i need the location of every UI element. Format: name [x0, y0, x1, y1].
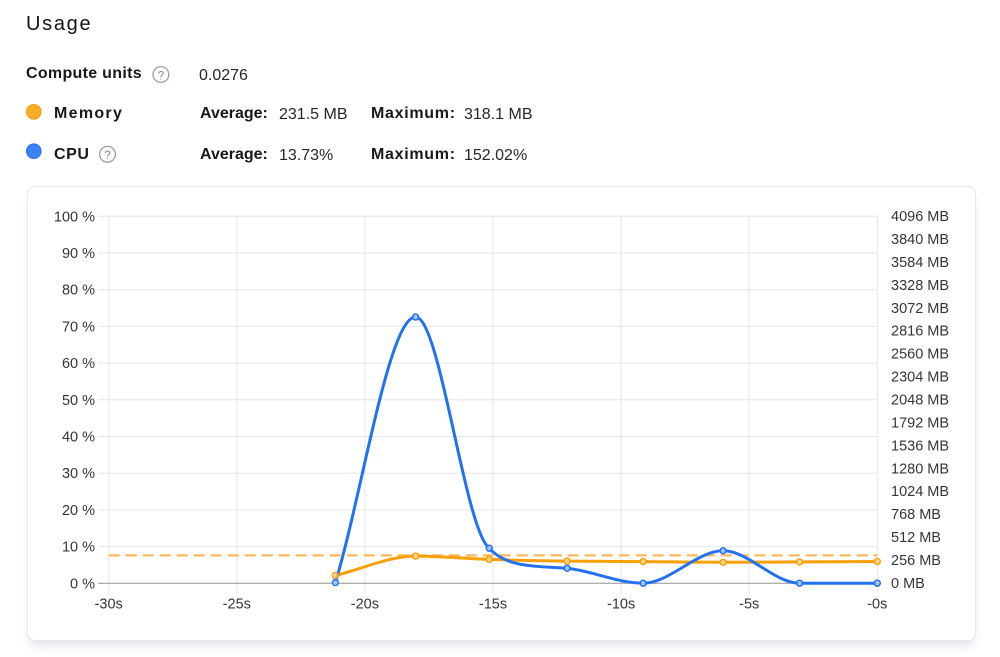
svg-text:2048 MB: 2048 MB: [891, 393, 949, 409]
svg-text:70 %: 70 %: [62, 319, 95, 335]
svg-text:-25s: -25s: [223, 597, 251, 613]
svg-text:-30s: -30s: [95, 597, 123, 613]
svg-text:3584 MB: 3584 MB: [891, 255, 949, 271]
svg-text:4096 MB: 4096 MB: [891, 209, 949, 225]
svg-text:?: ?: [158, 70, 164, 82]
svg-text:90 %: 90 %: [62, 246, 95, 262]
svg-text:1536 MB: 1536 MB: [891, 438, 949, 454]
svg-text:1280 MB: 1280 MB: [891, 461, 949, 477]
svg-text:-15s: -15s: [479, 597, 507, 613]
svg-text:256 MB: 256 MB: [891, 553, 941, 569]
svg-text:10 %: 10 %: [62, 540, 95, 556]
svg-text:-5s: -5s: [739, 597, 759, 613]
svg-text:50 %: 50 %: [62, 393, 95, 409]
svg-text:30 %: 30 %: [62, 466, 95, 482]
svg-text:?: ?: [104, 150, 110, 162]
svg-text:80 %: 80 %: [62, 283, 95, 299]
svg-text:100 %: 100 %: [54, 209, 95, 225]
svg-text:3072 MB: 3072 MB: [891, 301, 949, 317]
svg-text:0 %: 0 %: [70, 576, 95, 592]
svg-text:2560 MB: 2560 MB: [891, 347, 949, 363]
svg-text:512 MB: 512 MB: [891, 530, 941, 546]
svg-text:3328 MB: 3328 MB: [891, 278, 949, 294]
svg-text:20 %: 20 %: [62, 503, 95, 519]
svg-text:-10s: -10s: [607, 597, 635, 613]
svg-text:2304 MB: 2304 MB: [891, 370, 949, 386]
svg-text:1792 MB: 1792 MB: [891, 415, 949, 431]
svg-text:768 MB: 768 MB: [891, 507, 941, 523]
svg-text:3840 MB: 3840 MB: [891, 232, 949, 248]
svg-text:-0s: -0s: [867, 597, 887, 613]
svg-text:0 MB: 0 MB: [891, 576, 925, 592]
svg-text:2816 MB: 2816 MB: [891, 324, 949, 340]
svg-text:1024 MB: 1024 MB: [891, 484, 949, 500]
svg-text:60 %: 60 %: [62, 356, 95, 372]
svg-text:-20s: -20s: [351, 597, 379, 613]
svg-text:40 %: 40 %: [62, 430, 95, 446]
